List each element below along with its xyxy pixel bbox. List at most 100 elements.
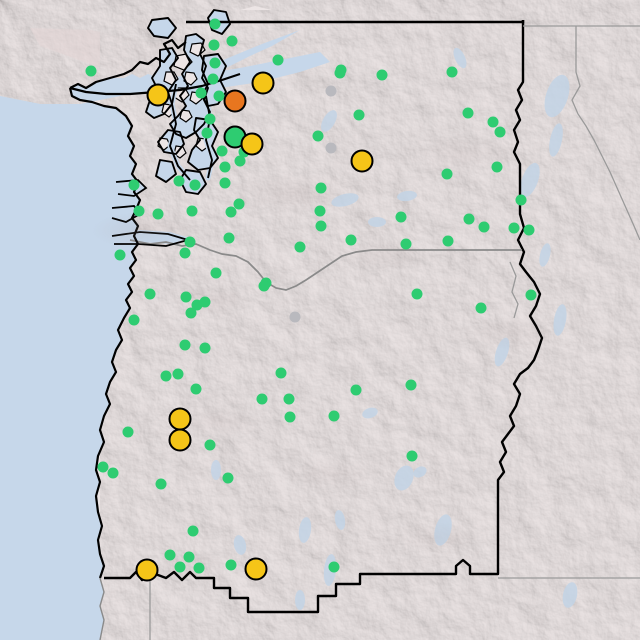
station-marker-gray-102[interactable] [325, 142, 337, 154]
station-marker-green-78[interactable] [405, 379, 417, 391]
station-marker-green-80[interactable] [406, 450, 418, 462]
station-marker-green-26[interactable] [219, 177, 231, 189]
station-marker-green-79[interactable] [328, 410, 340, 422]
station-marker-gray-101[interactable] [325, 85, 337, 97]
station-marker-green-94[interactable] [114, 249, 126, 261]
station-marker-green-88[interactable] [225, 559, 237, 571]
station-marker-green-60[interactable] [144, 288, 156, 300]
station-marker-green-98[interactable] [233, 198, 245, 210]
station-marker-green-96[interactable] [184, 236, 196, 248]
station-marker-yellow-5[interactable] [240, 132, 264, 156]
station-marker-green-73[interactable] [190, 383, 202, 395]
station-marker-green-68[interactable] [160, 370, 172, 382]
station-marker-green-52[interactable] [478, 221, 490, 233]
station-marker-green-38[interactable] [446, 66, 458, 78]
station-marker-green-43[interactable] [491, 161, 503, 173]
station-marker-green-44[interactable] [314, 205, 326, 217]
station-marker-green-93[interactable] [128, 314, 140, 326]
station-marker-green-82[interactable] [155, 478, 167, 490]
station-marker-green-95[interactable] [223, 232, 235, 244]
station-marker-green-50[interactable] [442, 235, 454, 247]
station-marker-green-90[interactable] [122, 426, 134, 438]
station-marker-green-32[interactable] [312, 130, 324, 142]
station-marker-green-13[interactable] [208, 39, 220, 51]
station-marker-green-84[interactable] [164, 549, 176, 561]
station-marker-green-20[interactable] [216, 145, 228, 157]
station-marker-green-91[interactable] [97, 461, 109, 473]
station-marker-green-11[interactable] [209, 18, 221, 30]
station-marker-green-66[interactable] [475, 302, 487, 314]
station-marker-yellow-10[interactable] [244, 557, 268, 581]
station-marker-green-24[interactable] [173, 175, 185, 187]
station-marker-green-18[interactable] [204, 113, 216, 125]
station-marker-green-55[interactable] [179, 247, 191, 259]
station-marker-green-42[interactable] [441, 168, 453, 180]
station-marker-yellow-7[interactable] [168, 407, 192, 431]
station-marker-green-76[interactable] [284, 411, 296, 423]
station-marker-yellow-6[interactable] [350, 149, 374, 173]
station-marker-green-27[interactable] [85, 65, 97, 77]
station-marker-yellow-3[interactable] [251, 71, 275, 95]
station-marker-green-69[interactable] [172, 368, 184, 380]
station-marker-green-53[interactable] [515, 194, 527, 206]
station-marker-green-92[interactable] [222, 472, 234, 484]
station-marker-green-28[interactable] [128, 179, 140, 191]
station-marker-green-48[interactable] [395, 211, 407, 223]
station-marker-green-49[interactable] [400, 238, 412, 250]
station-marker-green-39[interactable] [462, 107, 474, 119]
station-marker-green-85[interactable] [183, 551, 195, 563]
station-marker-green-75[interactable] [256, 393, 268, 405]
station-marker-yellow-8[interactable] [168, 428, 192, 452]
station-marker-green-56[interactable] [210, 267, 222, 279]
station-marker-green-86[interactable] [174, 561, 186, 573]
station-marker-green-12[interactable] [226, 35, 238, 47]
station-marker-green-19[interactable] [201, 127, 213, 139]
station-marker-green-61[interactable] [180, 291, 192, 303]
station-marker-green-62[interactable] [191, 299, 203, 311]
station-marker-green-45[interactable] [315, 220, 327, 232]
station-marker-green-14[interactable] [209, 57, 221, 69]
station-marker-yellow-9[interactable] [135, 558, 159, 582]
station-marker-green-15[interactable] [207, 73, 219, 85]
station-marker-green-35[interactable] [376, 69, 388, 81]
station-marker-green-74[interactable] [204, 439, 216, 451]
station-marker-green-30[interactable] [186, 205, 198, 217]
station-marker-green-41[interactable] [494, 126, 506, 138]
station-marker-green-51[interactable] [463, 213, 475, 225]
station-marker-green-16[interactable] [213, 90, 225, 102]
station-marker-green-87[interactable] [193, 562, 205, 574]
station-marker-green-71[interactable] [275, 367, 287, 379]
station-marker-green-89[interactable] [328, 561, 340, 573]
station-marker-green-37[interactable] [353, 109, 365, 121]
station-marker-green-29[interactable] [133, 205, 145, 217]
station-marker-green-97[interactable] [152, 208, 164, 220]
station-marker-green-81[interactable] [107, 467, 119, 479]
station-marker-green-77[interactable] [350, 384, 362, 396]
station-marker-green-17[interactable] [195, 87, 207, 99]
station-marker-green-36[interactable] [334, 67, 346, 79]
station-marker-green-58[interactable] [258, 280, 270, 292]
station-marker-orange-2[interactable] [223, 89, 247, 113]
station-marker-green-33[interactable] [315, 182, 327, 194]
station-marker-green-99[interactable] [525, 289, 537, 301]
station-marker-gray-103[interactable] [289, 311, 301, 323]
station-marker-green-72[interactable] [283, 393, 295, 405]
station-marker-green-46[interactable] [345, 234, 357, 246]
station-marker-green-31[interactable] [225, 206, 237, 218]
station-marker-green-100[interactable] [272, 54, 284, 66]
station-marker-green-40[interactable] [487, 116, 499, 128]
station-marker-green-54[interactable] [523, 224, 535, 236]
station-marker-green-59[interactable] [411, 288, 423, 300]
station-marker-green-63[interactable] [185, 307, 197, 319]
station-marker-yellow-1[interactable] [146, 83, 170, 107]
station-marker-green-67[interactable] [508, 222, 520, 234]
station-marker-green-22[interactable] [234, 155, 246, 167]
station-marker-green-65[interactable] [179, 339, 191, 351]
station-marker-green-64[interactable] [199, 296, 211, 308]
station-marker-green-83[interactable] [187, 525, 199, 537]
station-marker-green-47[interactable] [294, 241, 306, 253]
station-marker-green-21[interactable] [219, 161, 231, 173]
station-marker-green-70[interactable] [199, 342, 211, 354]
